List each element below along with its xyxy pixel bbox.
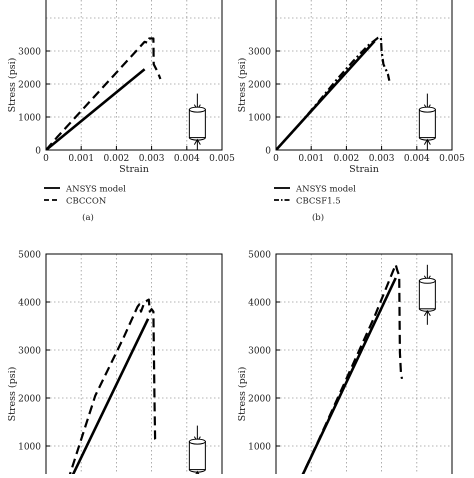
x-tick-label: 0: [43, 154, 49, 164]
series-group: [68, 298, 206, 474]
legend-label: ANSYS model: [295, 185, 356, 195]
series-group: [301, 263, 436, 474]
y-axis-label: Stress (psi): [237, 367, 248, 422]
y-axis-label: Stress (psi): [7, 58, 18, 113]
series-line-solid: [46, 68, 146, 150]
x-tick-label: 0.004: [404, 154, 430, 164]
y-tick-label: 1000: [18, 443, 41, 453]
plot-frame: [275, 0, 453, 151]
chart-panel-c: 1000 2000 3000 4000 5000 Stress (psi): [7, 251, 223, 478]
x-tick-label: 0.001: [68, 154, 94, 164]
legend-label: ANSYS model: [65, 185, 126, 195]
y-tick-label: 3000: [248, 48, 271, 58]
series-line-dashdot: [276, 36, 391, 150]
chart-panel-d: 1000 2000 3000 4000 5000 Stress (psi): [237, 251, 453, 478]
y-tick-label: 2000: [18, 395, 41, 405]
x-tick-label: 0.003: [139, 154, 165, 164]
series-line-solid: [276, 40, 376, 150]
series-line-solid: [301, 277, 397, 474]
x-tick-label: 0.002: [104, 154, 130, 164]
series-group: [46, 37, 206, 150]
series-line-dashed: [301, 263, 404, 474]
y-tick-label: 4000: [18, 299, 41, 309]
x-tick-label: 0.005: [209, 154, 235, 164]
chart-panel-b: 0 1000 2000 3000 0 0.001 0.002 0.003 0.004 0.005 S…: [237, 0, 465, 223]
y-tick-label: 3000: [18, 347, 41, 357]
series-line-dashed: [68, 298, 158, 474]
y-tick-label: 2000: [248, 395, 271, 405]
legend-label: CBCCON: [66, 197, 107, 207]
plot-frame: [45, 253, 223, 478]
legend-label: CBCSF1.5: [296, 197, 341, 207]
series-line-dashed: [46, 37, 162, 150]
cylinder-specimen-icon: [188, 425, 206, 474]
y-tick-label: 2000: [248, 81, 271, 91]
series-group: [276, 36, 436, 150]
y-axis-label: Stress (psi): [7, 367, 18, 422]
x-tick-label: 0.001: [298, 154, 324, 164]
plot-frame: [45, 0, 223, 151]
y-tick-label: 0: [265, 147, 271, 157]
y-tick-label: 3000: [18, 48, 41, 58]
x-tick-label: 0.003: [369, 154, 395, 164]
panel-label: (a): [82, 212, 94, 223]
y-tick-label: 1000: [18, 114, 41, 124]
y-tick-label: 4000: [248, 299, 271, 309]
x-axis-label: Strain: [349, 164, 379, 175]
y-tick-label: 5000: [18, 251, 41, 261]
x-axis-label: Strain: [119, 164, 149, 175]
y-tick-label: 5000: [248, 251, 271, 261]
chart-panel-a: 0 1000 2000 3000 0 0.001 0.002 0.003 0.004 0.005 S…: [7, 0, 235, 223]
x-tick-label: 0.004: [174, 154, 200, 164]
plot-frame: [275, 253, 453, 478]
cylinder-specimen-icon: [188, 93, 206, 150]
y-tick-label: 2000: [18, 81, 41, 91]
y-axis-label: Stress (psi): [237, 58, 248, 113]
cylinder-specimen-icon: [418, 264, 436, 325]
x-tick-label: 0.005: [439, 154, 465, 164]
y-tick-label: 1000: [248, 114, 271, 124]
x-tick-label: 0: [273, 154, 279, 164]
y-tick-label: 3000: [248, 347, 271, 357]
y-tick-label: 0: [35, 147, 41, 157]
x-tick-label: 0.002: [334, 154, 360, 164]
y-tick-label: 1000: [248, 443, 271, 453]
cylinder-specimen-icon: [418, 93, 436, 150]
series-line-solid: [71, 318, 150, 474]
panel-label: (b): [312, 212, 324, 223]
